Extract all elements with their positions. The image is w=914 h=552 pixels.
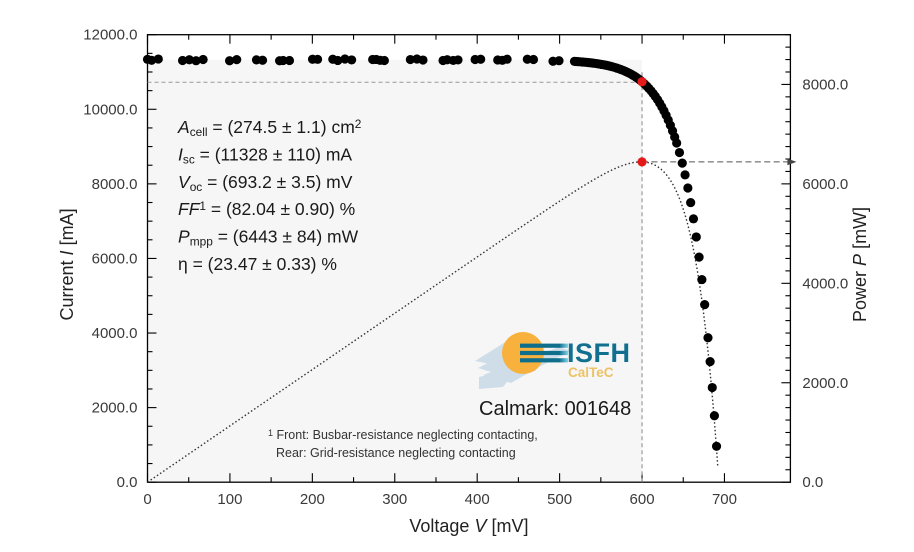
svg-text:0.0: 0.0 xyxy=(117,474,138,491)
svg-text:8000.0: 8000.0 xyxy=(92,176,138,193)
svg-text:12000.0: 12000.0 xyxy=(83,27,137,44)
svg-text:Calmark: 001648: Calmark: 001648 xyxy=(479,398,631,420)
svg-text:Current I [mA]: Current I [mA] xyxy=(57,208,77,320)
svg-text:ISFH: ISFH xyxy=(567,338,631,368)
svg-text:8000.0: 8000.0 xyxy=(802,76,848,93)
svg-text:600: 600 xyxy=(630,491,655,508)
svg-text:2000.0: 2000.0 xyxy=(802,375,848,392)
svg-text:4000.0: 4000.0 xyxy=(802,275,848,292)
svg-text:η = (23.47 ± 0.33) %: η = (23.47 ± 0.33) % xyxy=(178,254,337,274)
svg-text:Rear: Grid-resistance neglecti: Rear: Grid-resistance neglecting contact… xyxy=(276,446,516,460)
svg-text:Voltage V [mV]: Voltage V [mV] xyxy=(409,516,528,536)
svg-text:0: 0 xyxy=(143,491,151,508)
svg-text:300: 300 xyxy=(382,491,407,508)
svg-text:0.0: 0.0 xyxy=(802,474,823,491)
svg-text:2000.0: 2000.0 xyxy=(92,400,138,417)
svg-text:400: 400 xyxy=(465,491,490,508)
svg-text:6000.0: 6000.0 xyxy=(92,250,138,267)
svg-text:100: 100 xyxy=(217,491,242,508)
svg-text:4000.0: 4000.0 xyxy=(92,325,138,342)
svg-text:Voc = (693.2 ± 3.5) mV: Voc = (693.2 ± 3.5) mV xyxy=(178,172,353,194)
svg-text:700: 700 xyxy=(712,491,737,508)
svg-text:1 Front: Busbar-resistance neg: 1 Front: Busbar-resistance neglecting co… xyxy=(268,428,538,442)
svg-text:CalTeC: CalTeC xyxy=(568,365,614,380)
svg-text:Isc = (11328 ± 110) mA: Isc = (11328 ± 110) mA xyxy=(178,144,352,166)
svg-text:10000.0: 10000.0 xyxy=(83,101,137,118)
svg-text:6000.0: 6000.0 xyxy=(802,176,848,193)
svg-text:500: 500 xyxy=(547,491,572,508)
svg-text:Power P [mW]: Power P [mW] xyxy=(850,207,870,322)
svg-text:200: 200 xyxy=(300,491,325,508)
